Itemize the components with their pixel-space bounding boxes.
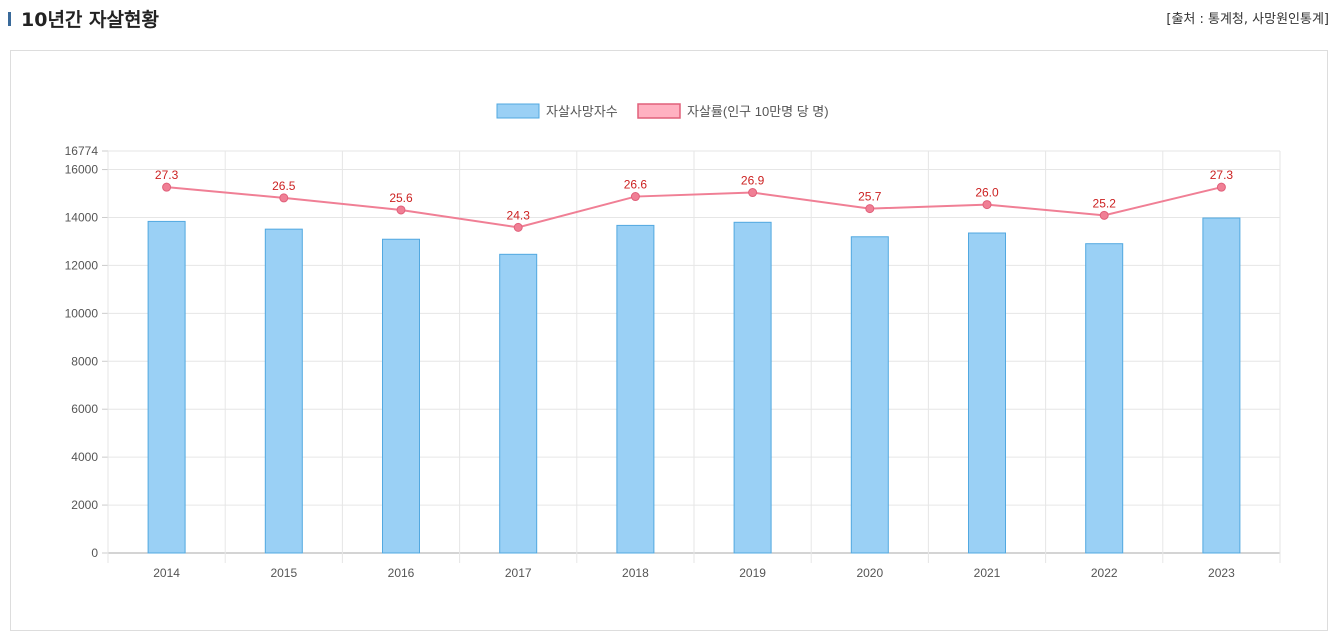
chart-container [10, 50, 1328, 631]
title-text: 10년간 자살현황 [21, 9, 159, 31]
bar-2016 [382, 238, 420, 554]
rate-point-2015 [279, 193, 289, 203]
x-tick-label: 2023 [1208, 566, 1235, 580]
bar-2022 [1085, 243, 1124, 554]
bar-2019 [733, 221, 772, 554]
rate-point-2020 [865, 204, 875, 214]
rate-data-label: 26.5 [272, 179, 296, 193]
x-tick-label: 2019 [739, 566, 766, 580]
bar-2018 [616, 224, 655, 554]
rate-point-2016 [396, 205, 406, 215]
x-tick-label: 2020 [856, 566, 883, 580]
rate-data-label: 26.6 [624, 178, 648, 192]
rate-data-label: 26.0 [975, 186, 999, 200]
rate-point-2014 [162, 182, 172, 192]
y-tick-label: 16774 [65, 144, 99, 158]
rate-data-label: 27.3 [155, 168, 179, 182]
rate-data-label: 25.6 [389, 191, 413, 205]
y-tick-label: 10000 [65, 306, 99, 320]
rate-data-label: 25.2 [1093, 196, 1117, 210]
rate-point-2019 [748, 188, 758, 198]
legend-swatch-rate [637, 103, 681, 119]
x-tick-label: 2021 [974, 566, 1001, 580]
x-tick-label: 2016 [388, 566, 415, 580]
rate-point-2018 [630, 192, 640, 202]
x-tick-label: 2018 [622, 566, 649, 580]
rate-point-2023 [1216, 182, 1226, 192]
y-tick-label: 2000 [71, 498, 98, 512]
bar-2020 [850, 236, 889, 554]
rate-data-label: 24.3 [507, 208, 531, 222]
rate-point-2017 [513, 222, 523, 232]
legend-label-deaths: 자살사망자수 [546, 104, 618, 119]
bar-2023 [1202, 217, 1241, 554]
rate-line [166, 186, 1222, 229]
title-accent [8, 11, 11, 26]
y-tick-label: 14000 [65, 210, 99, 224]
x-tick-label: 2022 [1091, 566, 1118, 580]
rate-data-label: 25.7 [858, 190, 882, 204]
legend-label-rate: 자살률(인구 10만명 당 명) [687, 104, 829, 119]
y-tick-label: 6000 [71, 402, 98, 416]
rate-point-2022 [1099, 210, 1109, 220]
page-title: 10년간 자살현황 [8, 5, 159, 32]
y-tick-label: 16000 [65, 163, 99, 177]
x-tick-label: 2014 [153, 566, 180, 580]
legend-swatch-deaths [496, 103, 540, 119]
bar-2014 [147, 220, 186, 554]
rate-point-2021 [982, 200, 992, 210]
x-tick-label: 2017 [505, 566, 532, 580]
x-tick-label: 2015 [270, 566, 297, 580]
bar-2021 [968, 232, 1006, 554]
y-tick-label: 0 [91, 546, 98, 560]
y-tick-label: 12000 [65, 258, 99, 272]
y-tick-label: 4000 [71, 450, 98, 464]
rate-data-label: 26.9 [741, 174, 765, 188]
bar-2017 [499, 253, 538, 554]
rate-data-label: 27.3 [1210, 168, 1234, 182]
bar-2015 [264, 228, 303, 554]
source-note: [출처 : 통계청, 사망원인통계] [1166, 12, 1329, 27]
y-tick-label: 8000 [71, 354, 98, 368]
